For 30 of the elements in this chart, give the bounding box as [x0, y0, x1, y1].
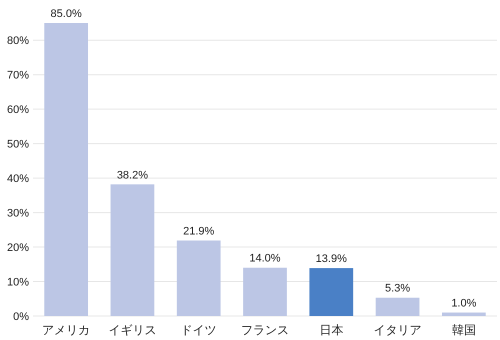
bar	[110, 184, 154, 316]
data-label: 21.9%	[183, 226, 215, 238]
y-tick-label: 20%	[6, 242, 30, 254]
bar	[376, 298, 420, 316]
y-tick-label: 60%	[6, 104, 30, 116]
y-tick-label: 30%	[6, 208, 30, 220]
data-label: 13.9%	[316, 253, 348, 266]
x-tick-label: フランス	[241, 323, 289, 337]
x-tick-label: アメリカ	[42, 323, 90, 337]
bar	[309, 268, 354, 316]
data-label: 5.3%	[385, 282, 410, 295]
bar	[44, 23, 88, 316]
x-tick-label: 韓国	[452, 323, 476, 337]
y-tick-label: 40%	[6, 173, 30, 186]
y-tick-label: 80%	[6, 35, 30, 48]
y-tick-label: 70%	[6, 70, 30, 82]
x-tick-label: ドイツ	[180, 323, 217, 337]
y-tick-label: 10%	[6, 276, 30, 289]
bar	[442, 312, 486, 316]
bar	[176, 240, 221, 316]
data-label: 85.0%	[50, 8, 82, 20]
y-tick-label: 50%	[6, 138, 30, 151]
y-tick-label: 0%	[13, 311, 30, 323]
x-tick-label: イタリア	[374, 323, 422, 337]
data-label: 1.0%	[451, 298, 477, 310]
data-label: 38.2%	[116, 169, 148, 182]
x-tick-label: 日本	[319, 323, 344, 337]
data-label: 14.0%	[249, 252, 281, 265]
bar	[243, 268, 287, 316]
x-tick-label: イギリス	[108, 323, 156, 337]
